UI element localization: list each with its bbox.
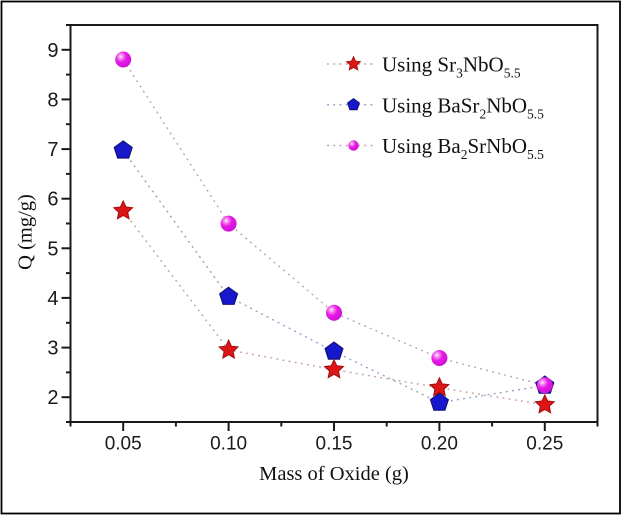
svg-text:5: 5 [47,238,58,260]
svg-text:Using BaSr2NbO5.5: Using BaSr2NbO5.5 [382,93,544,121]
svg-text:Q (mg/g): Q (mg/g) [15,194,37,270]
svg-text:0.15: 0.15 [316,434,353,455]
svg-text:0.10: 0.10 [210,434,247,455]
svg-text:0.20: 0.20 [421,434,458,455]
svg-text:9: 9 [47,40,58,62]
svg-text:4: 4 [47,288,58,310]
svg-text:0.25: 0.25 [526,434,563,455]
svg-text:Mass of Oxide (g): Mass of Oxide (g) [259,463,409,485]
svg-text:3: 3 [47,338,58,360]
svg-text:0.05: 0.05 [105,434,142,455]
svg-text:7: 7 [47,139,58,161]
svg-text:Using Ba2SrNbO5.5: Using Ba2SrNbO5.5 [382,134,544,162]
svg-text:6: 6 [47,189,58,211]
svg-text:8: 8 [47,89,58,111]
svg-text:2: 2 [47,387,58,409]
svg-text:Using Sr3NbO5.5: Using Sr3NbO5.5 [382,53,521,81]
